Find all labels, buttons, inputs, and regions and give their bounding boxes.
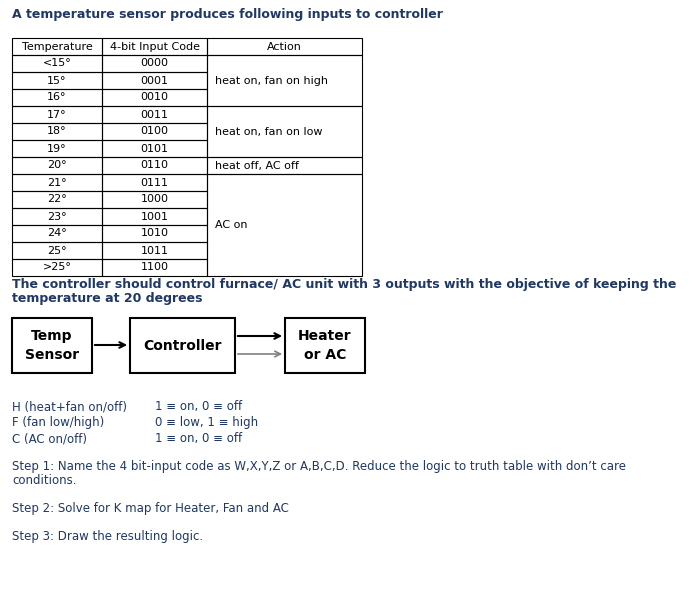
Bar <box>102 157 207 174</box>
Bar <box>12 242 102 259</box>
Text: 0011: 0011 <box>140 109 168 120</box>
Bar <box>102 89 207 106</box>
Bar <box>12 225 102 242</box>
Bar <box>285 318 365 373</box>
Text: 0001: 0001 <box>140 75 168 86</box>
Bar <box>102 72 207 89</box>
Text: AC on: AC on <box>215 220 248 230</box>
Text: The controller should control furnace/ AC unit with 3 outputs with the objective: The controller should control furnace/ A… <box>12 278 676 291</box>
Bar <box>207 55 362 106</box>
Text: heat off, AC off: heat off, AC off <box>215 161 299 170</box>
Text: 24°: 24° <box>47 229 67 238</box>
Bar <box>12 123 102 140</box>
Bar <box>102 140 207 157</box>
Text: Controller: Controller <box>143 339 221 353</box>
Text: >25°: >25° <box>43 263 71 272</box>
Text: Temp
Sensor: Temp Sensor <box>25 330 79 362</box>
Text: 18°: 18° <box>47 126 67 137</box>
Text: Heater
or AC: Heater or AC <box>298 330 352 362</box>
Text: conditions.: conditions. <box>12 474 77 487</box>
Text: 4-bit Input Code: 4-bit Input Code <box>109 41 199 52</box>
Text: 1100: 1100 <box>140 263 168 272</box>
Bar <box>102 191 207 208</box>
Text: <15°: <15° <box>43 58 71 69</box>
Text: 1001: 1001 <box>140 212 168 221</box>
Text: H (heat+fan on/off): H (heat+fan on/off) <box>12 400 127 413</box>
Text: 23°: 23° <box>47 212 67 221</box>
Text: 16°: 16° <box>47 92 66 103</box>
Text: C (AC on/off): C (AC on/off) <box>12 432 87 445</box>
Text: 1 ≡ on, 0 ≡ off: 1 ≡ on, 0 ≡ off <box>155 400 242 413</box>
Bar <box>12 208 102 225</box>
Text: 1 ≡ on, 0 ≡ off: 1 ≡ on, 0 ≡ off <box>155 432 242 445</box>
Text: 17°: 17° <box>47 109 67 120</box>
Text: 20°: 20° <box>47 161 67 170</box>
Bar <box>12 89 102 106</box>
Bar <box>12 72 102 89</box>
Bar <box>12 318 92 373</box>
Bar <box>207 157 362 174</box>
Bar <box>102 106 207 123</box>
Text: 0 ≡ low, 1 ≡ high: 0 ≡ low, 1 ≡ high <box>155 416 258 429</box>
Text: 22°: 22° <box>47 195 67 204</box>
Bar <box>12 174 102 191</box>
Text: 21°: 21° <box>47 178 67 187</box>
Bar <box>207 38 362 55</box>
Text: 25°: 25° <box>47 246 67 255</box>
Text: 1011: 1011 <box>140 246 168 255</box>
Bar <box>12 259 102 276</box>
Bar <box>12 55 102 72</box>
Text: 1000: 1000 <box>140 195 168 204</box>
Text: Step 2: Solve for K map for Heater, Fan and AC: Step 2: Solve for K map for Heater, Fan … <box>12 502 289 515</box>
Text: 0111: 0111 <box>140 178 168 187</box>
Bar <box>207 106 362 157</box>
Bar <box>102 55 207 72</box>
Bar <box>102 242 207 259</box>
Bar <box>12 38 102 55</box>
Bar <box>102 225 207 242</box>
Bar <box>102 38 207 55</box>
Bar <box>12 157 102 174</box>
Bar <box>102 259 207 276</box>
Text: heat on, fan on low: heat on, fan on low <box>215 126 322 137</box>
Text: Step 1: Name the 4 bit-input code as W,X,Y,Z or A,B,C,D. Reduce the logic to tru: Step 1: Name the 4 bit-input code as W,X… <box>12 460 626 473</box>
Bar <box>102 123 207 140</box>
Text: 0010: 0010 <box>140 92 168 103</box>
Text: 0110: 0110 <box>140 161 168 170</box>
Text: 0100: 0100 <box>140 126 168 137</box>
Text: 1010: 1010 <box>140 229 168 238</box>
Text: 15°: 15° <box>47 75 66 86</box>
Bar <box>102 174 207 191</box>
Text: A temperature sensor produces following inputs to controller: A temperature sensor produces following … <box>12 8 443 21</box>
Bar <box>12 140 102 157</box>
Text: Action: Action <box>267 41 302 52</box>
Text: Step 3: Draw the resulting logic.: Step 3: Draw the resulting logic. <box>12 530 203 543</box>
Bar <box>102 208 207 225</box>
Text: 19°: 19° <box>47 143 67 153</box>
Bar <box>207 174 362 276</box>
Text: Temperature: Temperature <box>21 41 92 52</box>
Bar <box>130 318 235 373</box>
Text: 0000: 0000 <box>140 58 168 69</box>
Bar <box>12 106 102 123</box>
Text: 0101: 0101 <box>140 143 168 153</box>
Text: F (fan low/high): F (fan low/high) <box>12 416 104 429</box>
Text: heat on, fan on high: heat on, fan on high <box>215 75 328 86</box>
Bar <box>12 191 102 208</box>
Text: temperature at 20 degrees: temperature at 20 degrees <box>12 292 203 305</box>
